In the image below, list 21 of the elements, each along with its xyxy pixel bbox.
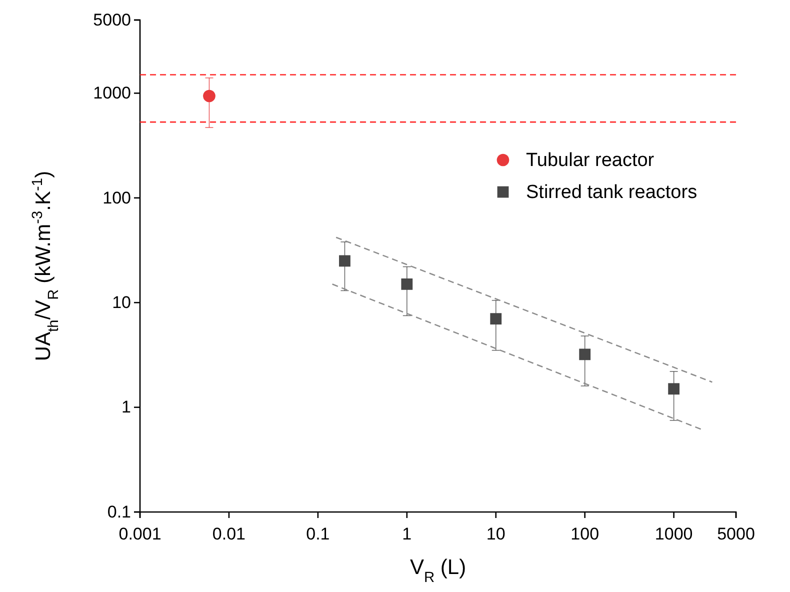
x-tick-label: 0.01 bbox=[212, 524, 246, 544]
x-tick-label: 10 bbox=[486, 524, 506, 544]
x-tick-label: 1 bbox=[402, 524, 412, 544]
point bbox=[668, 383, 680, 395]
y-tick-label: 0.1 bbox=[107, 502, 131, 522]
point bbox=[579, 348, 591, 360]
x-tick-label: 1000 bbox=[654, 524, 693, 544]
y-tick-label: 1000 bbox=[93, 84, 131, 103]
x-axis-title: V$_{R}$ (L) bbox=[410, 556, 466, 586]
legend-label: Stirred tank reactors bbox=[526, 182, 698, 203]
y-tick-label: 5000 bbox=[93, 10, 131, 30]
legend-label: Tubular reactor bbox=[526, 150, 655, 171]
y-tick-label: 1 bbox=[122, 398, 131, 417]
x-tick-label: 5000 bbox=[717, 524, 755, 544]
x-tick-label: 0.001 bbox=[118, 524, 162, 544]
point bbox=[401, 278, 413, 290]
y-tick-label: 10 bbox=[112, 293, 131, 312]
point bbox=[490, 313, 502, 325]
x-tick-label: 0.1 bbox=[306, 524, 330, 544]
x-tick-label: 100 bbox=[570, 524, 600, 544]
y-tick-label: 100 bbox=[102, 188, 131, 208]
